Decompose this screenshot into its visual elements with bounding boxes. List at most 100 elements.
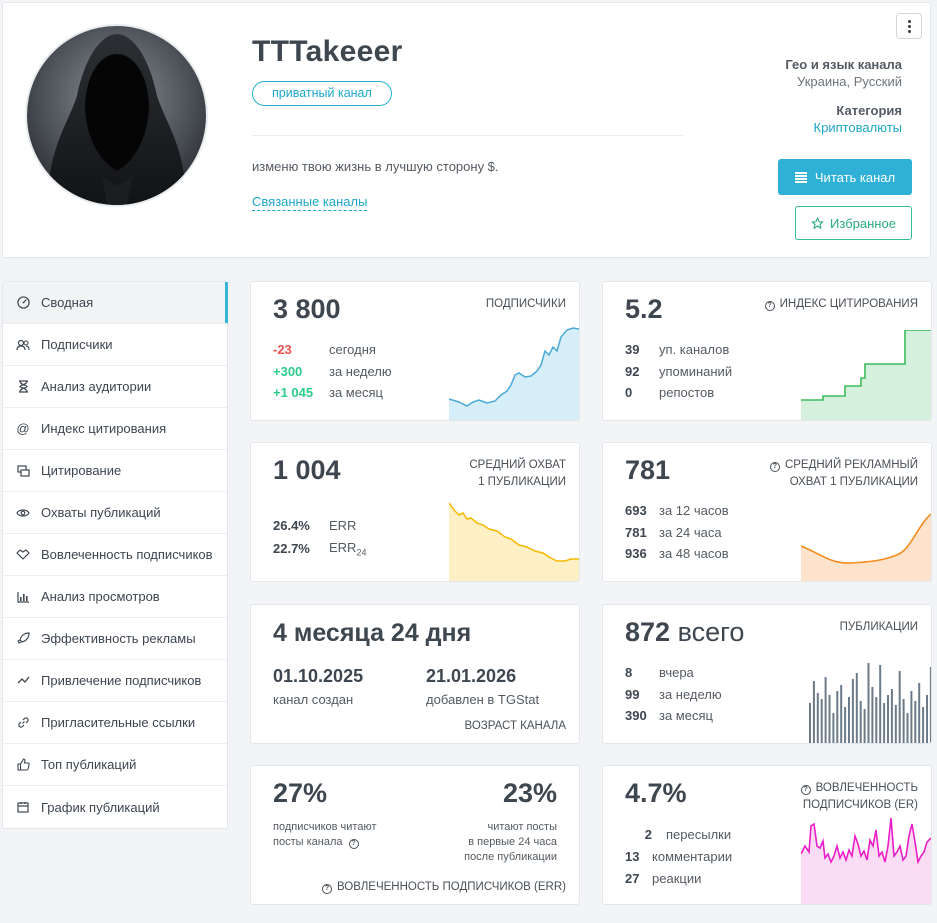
sidebar-item-label: Охваты публикаций (41, 505, 161, 520)
posts-bar (859, 701, 862, 743)
hooded-figure-image (27, 26, 206, 205)
avg-reach-card[interactable]: 1 004 СРЕДНИЙ ОХВАТ 1 ПУБЛИКАЦИИ 26.4% ERR… (250, 442, 580, 582)
handshake-icon (16, 548, 30, 562)
sidebar-item-citations[interactable]: Цитирование (3, 450, 227, 492)
posts-bar (887, 695, 889, 743)
ad-reach-title-line1: СРЕДНИЙ РЕКЛАМНЫЙ (784, 459, 918, 471)
stat-label: пересылки (666, 826, 732, 842)
dashboard-icon (16, 296, 30, 310)
stat-label: вчера (659, 665, 694, 681)
subscribers-sparkline (449, 327, 579, 420)
at-icon: @ (16, 421, 30, 436)
calendar-icon (16, 800, 30, 814)
favorite-label: Избранное (830, 215, 896, 231)
err-left-label-line2: посты канала (273, 836, 343, 848)
stat-label: за месяц (659, 708, 713, 724)
citation-index-title-text: ИНДЕКС ЦИТИРОВАНИЯ (779, 298, 918, 310)
channel-description: изменю твою жизнь в лучшую сторону $. (252, 159, 499, 174)
sidebar-item-reach[interactable]: Охваты публикаций (3, 492, 227, 534)
sidebar-item-engagement[interactable]: Вовлеченность подписчиков (3, 534, 227, 576)
ad-reach-title: ? СРЕДНИЙ РЕКЛАМНЫЙ ОХВАТ 1 ПУБЛИКАЦИИ (769, 457, 918, 491)
sidebar-item-subscriber-growth[interactable]: Привлечение подписчиков (3, 660, 227, 702)
stat-value: 39 (625, 342, 640, 358)
citation-stats: 39 уп. каналов 92 упоминаний 0 репостов (625, 339, 732, 404)
posts-bar (929, 667, 931, 743)
link-icon (16, 716, 30, 730)
reach-sparkline (449, 502, 579, 581)
stat-label: за 12 часов (659, 503, 729, 519)
posts-card[interactable]: 872 всего ПУБЛИКАЦИИ 8 вчера 99 за неделю … (602, 604, 932, 744)
quote-icon (16, 464, 30, 478)
eye-icon (16, 506, 30, 520)
sidebar-item-views-analysis[interactable]: Анализ просмотров (3, 576, 227, 618)
subscribers-card[interactable]: 3 800 ПОДПИСЧИКИ -23 сегодня +300 за недел… (250, 281, 580, 421)
star-icon (811, 217, 824, 229)
subscribers-count: 3 800 (273, 294, 341, 324)
err-title-text: ВОВЛЕЧЕННОСТЬ ПОДПИСЧИКОВ (ERR) (336, 881, 566, 893)
posts-bar (840, 685, 843, 743)
channel-age-card[interactable]: 4 месяца 24 дня 01.10.2025 канал создан … (250, 604, 580, 744)
stat-value: 2 (644, 826, 652, 842)
related-channels-link[interactable]: Связанные каналы (252, 194, 368, 211)
sidebar-item-label: Анализ просмотров (41, 589, 160, 604)
more-menu-button[interactable] (896, 13, 922, 39)
err-left-value: 27% (273, 778, 328, 808)
err-card[interactable]: 27% 23% подписчиков читают посты канала … (250, 765, 580, 905)
posts-bar (879, 665, 882, 743)
posts-count: 872 (625, 617, 671, 647)
read-channel-button[interactable]: Читать канал (778, 159, 912, 195)
bar-chart-icon (16, 590, 30, 604)
posts-bar (871, 687, 874, 743)
sidebar-item-invite-links[interactable]: Пригласительные ссылки (3, 702, 227, 744)
sidebar-item-label: Подписчики (41, 337, 113, 352)
er-card[interactable]: 4.7% ? ВОВЛЕЧЕННОСТЬ ПОДПИСЧИКОВ (ER) 2 пер… (602, 765, 932, 905)
sidebar-item-label: Сводная (41, 295, 94, 310)
posts-bar (851, 679, 854, 743)
avg-reach-title-line2: 1 ПУБЛИКАЦИИ (478, 476, 566, 488)
posts-bar (914, 701, 917, 743)
stat-label: репостов (659, 385, 715, 401)
category-link[interactable]: Криптовалюты (813, 120, 902, 135)
sidebar-item-label: Цитирование (41, 463, 122, 478)
stat-value: 92 (625, 363, 640, 379)
stat-value: 936 (625, 546, 647, 562)
sidebar-item-top-posts[interactable]: Топ публикаций (3, 744, 227, 786)
sidebar-item-ad-efficiency[interactable]: Эффективность рекламы (3, 618, 227, 660)
users-icon (16, 338, 30, 352)
er-sparkline (801, 817, 931, 904)
er-value: 4.7% (625, 778, 687, 808)
stat-value: +1 045 (273, 385, 314, 401)
subscribers-stats: -23 сегодня +300 за неделю +1 045 за месяц (273, 339, 392, 404)
sidebar-item-posts-schedule[interactable]: График публикаций (3, 786, 227, 828)
err-right-label-line1: читают посты (487, 821, 557, 833)
stat-label: за неделю (329, 363, 392, 379)
geo-label: Гео и язык канала (785, 57, 902, 72)
stat-label: за неделю (659, 686, 722, 702)
posts-bar (820, 699, 823, 743)
channel-header: TTTakeeer приватный канал изменю твою жи… (2, 2, 931, 258)
posts-bar (883, 703, 886, 743)
stat-label: реакции (652, 870, 702, 886)
posts-bar (926, 695, 928, 743)
sidebar-item-summary[interactable]: Сводная (3, 282, 228, 324)
stat-value: 693 (625, 503, 647, 519)
sidebar-item-subscribers[interactable]: Подписчики (3, 324, 227, 366)
channel-title: TTTakeeer (252, 35, 403, 68)
more-vertical-icon (907, 19, 911, 33)
info-icon: ? (800, 785, 811, 795)
sidebar-item-label: График публикаций (41, 799, 160, 815)
citation-index-card[interactable]: 5.2 ? ИНДЕКС ЦИТИРОВАНИЯ 39 уп. каналов 92… (602, 281, 932, 421)
rocket-icon (16, 632, 30, 646)
err-right-label-line3: после публикации (464, 851, 557, 863)
posts-bar (844, 707, 847, 743)
favorite-button[interactable]: Избранное (795, 206, 912, 240)
err-left-label-line1: подписчиков читают (273, 821, 377, 833)
stat-value: 26.4% (273, 518, 310, 533)
sidebar-item-citation-index[interactable]: @ Индекс цитирования (3, 408, 227, 450)
sidebar-item-audience[interactable]: Анализ аудитории (3, 366, 227, 408)
sidebar-item-label: Индекс цитирования (41, 421, 167, 436)
ad-reach-card[interactable]: 781 ? СРЕДНИЙ РЕКЛАМНЫЙ ОХВАТ 1 ПУБЛИКАЦИИ… (602, 442, 932, 582)
info-icon[interactable]: ? (348, 839, 359, 849)
avg-reach-title-line1: СРЕДНИЙ ОХВАТ (469, 459, 566, 471)
subscribers-title: ПОДПИСЧИКИ (485, 298, 566, 310)
